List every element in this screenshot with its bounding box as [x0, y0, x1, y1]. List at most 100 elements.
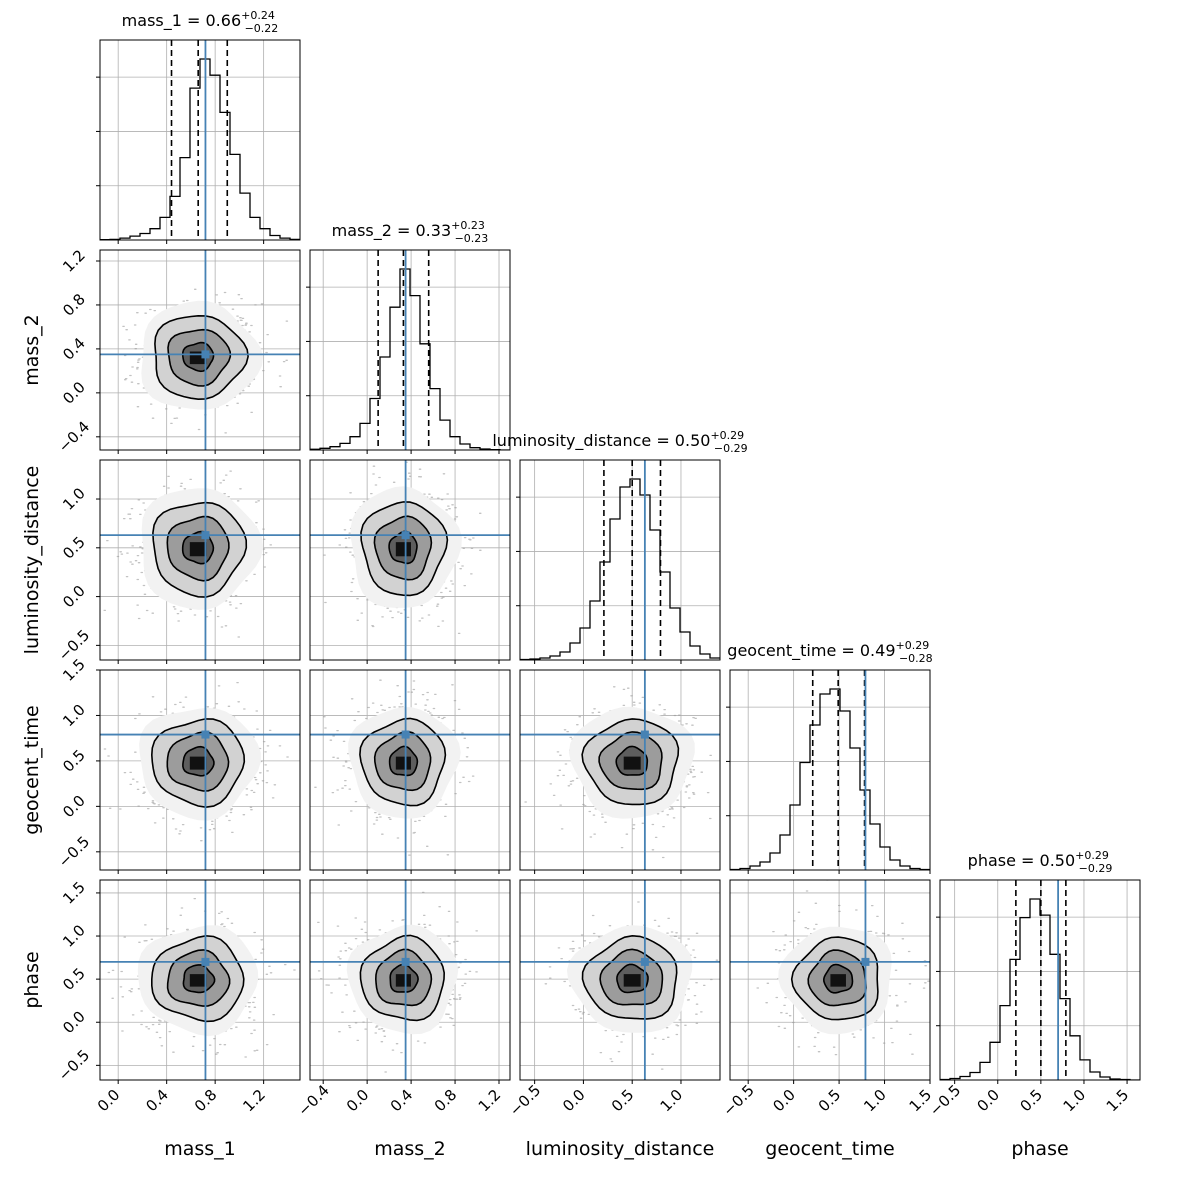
density-peak [830, 974, 846, 987]
density [103, 470, 294, 638]
histogram-geocent_time [730, 688, 930, 870]
density [314, 679, 475, 856]
y-axis-label-mass_2: mass_2 [21, 314, 43, 386]
axes-frame [99, 39, 301, 241]
contour-panel-mass_1-vs-geocent_time: −0.50.00.51.01.5 [55, 655, 301, 874]
y-tick-label: −0.5 [55, 833, 93, 871]
x-tick-label: 1.0 [657, 1086, 687, 1116]
axes-frame [309, 249, 511, 451]
histogram-panel-luminosity_distance [516, 459, 721, 664]
x-tick-label: 0.8 [191, 1086, 221, 1116]
axes-frame [939, 879, 1141, 1081]
density [122, 288, 289, 434]
y-tick-label: 0.5 [59, 964, 89, 994]
axes-frame [519, 459, 721, 661]
x-tick-label: 1.5 [1103, 1086, 1133, 1116]
title-mass_1: mass_1 = 0.66+0.24 −0.22 [122, 9, 279, 35]
title-mass_2: mass_2 = 0.33+0.23 −0.23 [332, 219, 489, 245]
x-tick-label: 0.0 [559, 1086, 589, 1116]
y-tick-label: −0.4 [55, 418, 93, 456]
contour-panel-mass_1-vs-luminosity_distance: −0.50.00.51.0 [55, 459, 301, 665]
density [524, 686, 712, 859]
x-axis-label-phase: phase [1011, 1138, 1068, 1160]
histogram-panel-geocent_time [726, 669, 931, 874]
x-tick-label: 0.0 [94, 1086, 124, 1116]
y-tick-label: 0.8 [59, 290, 89, 320]
contour-panel-luminosity_distance-vs-geocent_time [519, 669, 721, 874]
histogram-mass_2 [310, 268, 510, 450]
histogram-panel-phase: −0.5 0.0 0.5 1.0 1.5 [926, 879, 1141, 1120]
density-peak [189, 756, 207, 770]
truth-marker [401, 531, 410, 540]
y-tick-label: 0.0 [59, 1007, 89, 1037]
x-tick-label: 0.5 [608, 1086, 638, 1116]
density-peak [623, 756, 641, 770]
x-axis-label-luminosity_distance: luminosity_distance [526, 1138, 715, 1160]
x-tick-label: 0.0 [973, 1086, 1003, 1116]
axes-frame [309, 879, 511, 1081]
axes-frame [99, 669, 301, 871]
x-tick-label: 0.5 [1017, 1086, 1047, 1116]
x-tick-label: −0.5 [506, 1081, 544, 1119]
density [756, 880, 930, 1056]
density-peak [623, 974, 641, 987]
x-tick-label: 0.5 [815, 1086, 845, 1116]
contour-panel-mass_1-vs-phase: −0.50.00.51.01.50.0 0.4 0.8 1.2 [55, 878, 301, 1116]
title-phase: phase = 0.50+0.29 −0.29 [968, 849, 1113, 875]
x-tick-label: 1.2 [239, 1086, 269, 1116]
truth-marker [640, 957, 649, 966]
x-axis-label-geocent_time: geocent_time [765, 1138, 894, 1160]
x-tick-label: 1.2 [475, 1086, 505, 1116]
density-peak [395, 542, 411, 557]
x-tick-label: −0.4 [294, 1081, 332, 1119]
y-tick-label: 1.0 [59, 921, 89, 951]
x-tick-label: 0.8 [431, 1086, 461, 1116]
y-tick-label: 0.5 [59, 533, 89, 563]
truth-marker [640, 730, 649, 739]
truth-marker [201, 531, 210, 540]
title-luminosity_distance: luminosity_distance = 0.50+0.29 −0.29 [492, 429, 747, 455]
histogram-panel-mass_2 [306, 249, 511, 454]
contour-panel-mass_2-vs-phase: −0.4 0.0 0.4 0.8 1.2 [294, 879, 511, 1120]
x-tick-label: 1.0 [860, 1086, 890, 1116]
axes-frame [729, 669, 931, 871]
y-tick-label: 1.0 [59, 484, 89, 514]
y-tick-label: 1.2 [59, 246, 89, 276]
axes-frame [519, 669, 721, 871]
axes-frame [309, 669, 511, 871]
title-geocent_time: geocent_time = 0.49+0.29 −0.28 [727, 639, 932, 665]
y-tick-label: 1.0 [59, 701, 89, 731]
x-tick-label: −0.5 [719, 1081, 757, 1119]
contour-panel-mass_1-vs-mass_2: −0.4 0.0 0.4 0.8 1.2 [55, 246, 301, 456]
truth-marker [201, 730, 210, 739]
x-tick-label: 0.4 [387, 1086, 417, 1116]
density-peak [189, 974, 207, 987]
density [544, 901, 720, 1070]
truth-marker [861, 957, 870, 966]
x-tick-label: 0.4 [142, 1086, 172, 1116]
contour-panel-geocent_time-vs-phase: −0.5 0.0 0.5 1.0 1.5 [719, 879, 935, 1120]
axes-frame [99, 879, 301, 1081]
x-tick-label: 1.0 [1060, 1086, 1090, 1116]
truth-marker [201, 350, 210, 359]
x-tick-label: 0.0 [343, 1086, 373, 1116]
x-axis-label-mass_2: mass_2 [374, 1138, 446, 1160]
y-tick-label: 0.0 [59, 582, 89, 612]
x-axis-label-mass_1: mass_1 [164, 1138, 236, 1160]
contour-panel-luminosity_distance-vs-phase: −0.5 0.0 0.5 1.0 [506, 879, 721, 1120]
truth-marker [401, 730, 410, 739]
y-tick-label: −0.5 [55, 1046, 93, 1084]
density [317, 891, 478, 1073]
histogram-panel-mass_1 [96, 39, 301, 244]
x-tick-label: 0.0 [769, 1086, 799, 1116]
axes-frame [309, 459, 511, 661]
contour-panel-mass_2-vs-geocent_time [309, 669, 511, 874]
density [103, 681, 289, 842]
x-tick-label: −0.5 [926, 1081, 964, 1119]
histogram-mass_1 [100, 58, 300, 240]
contour-panel-mass_2-vs-luminosity_distance [309, 459, 511, 664]
density [107, 897, 296, 1058]
y-axis-label-phase: phase [21, 951, 43, 1008]
histogram-phase [940, 898, 1140, 1080]
